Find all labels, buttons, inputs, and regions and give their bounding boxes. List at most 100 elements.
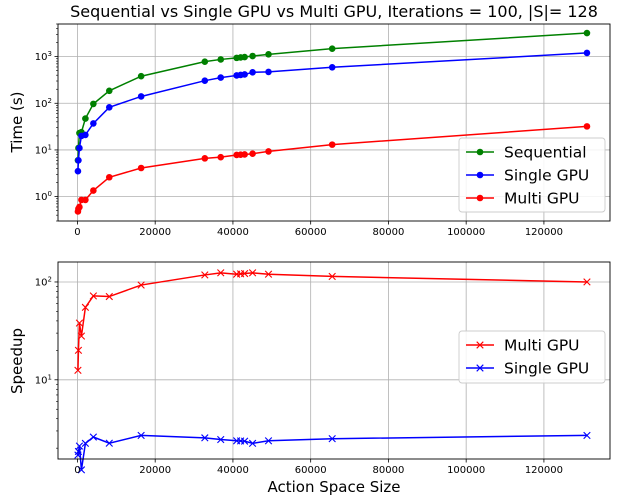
speedup-chart-legend-item: Multi GPU xyxy=(466,337,580,355)
speedup-chart-frame xyxy=(57,261,611,460)
time-chart-data-point xyxy=(90,187,97,194)
time-chart-data-point xyxy=(328,45,336,52)
time-chart-data-point xyxy=(328,141,336,148)
speedup-chart-data-point xyxy=(248,439,257,448)
speedup-chart-legend-label: Single GPU xyxy=(504,360,589,378)
speedup-chart-data-point xyxy=(583,431,591,440)
time-chart-data-point xyxy=(249,69,256,76)
speedup-chart-data-point xyxy=(77,466,86,474)
time-chart-data-point xyxy=(201,155,209,162)
time-chart: Sequential vs Single GPU vs Multi GPU, I… xyxy=(8,2,611,238)
time-chart-xtick-label: 60000 xyxy=(295,227,327,238)
speedup-chart-data-point xyxy=(201,271,209,279)
speedup-chart-series xyxy=(74,269,591,474)
time-chart-data-point xyxy=(249,150,256,158)
time-chart-data-point xyxy=(82,115,89,122)
time-chart-data-point xyxy=(328,64,336,71)
time-chart-data-point xyxy=(201,77,209,84)
speedup-chart-data-point xyxy=(77,332,86,340)
speedup-chart-data-point xyxy=(89,292,98,300)
time-chart-data-point xyxy=(583,123,591,130)
speedup-chart-data-point xyxy=(264,437,273,445)
time-chart-data-point xyxy=(90,100,97,108)
time-chart-data-point xyxy=(201,58,209,65)
time-chart-legend-label: Multi GPU xyxy=(504,190,580,208)
time-chart-data-point xyxy=(76,144,83,152)
speedup-chart-data-point xyxy=(328,435,336,443)
time-chart-legend-item: Multi GPU xyxy=(466,190,580,208)
time-chart-data-point xyxy=(241,151,248,158)
time-chart-xtick-label: 40000 xyxy=(217,227,249,238)
time-chart-data-point xyxy=(249,52,256,60)
speedup-chart-data-point xyxy=(137,431,145,440)
speedup-chart-xlabel: Action Space Size xyxy=(267,478,400,496)
time-chart-xtick-label: 20000 xyxy=(139,227,171,238)
speedup-chart-data-point xyxy=(264,270,273,278)
speedup-chart-ylabel: Speedup xyxy=(8,328,26,394)
time-chart-legend-box xyxy=(458,137,606,213)
speedup-chart-legend-item: Single GPU xyxy=(466,360,589,378)
speedup-chart-data-point xyxy=(217,435,225,444)
time-chart-xtick-label: 0 xyxy=(74,227,80,238)
time-chart-ylabel: Time (s) xyxy=(8,92,26,154)
speedup-chart-data-point xyxy=(240,437,249,445)
speedup-chart-data-point xyxy=(137,281,145,289)
time-chart-data-point xyxy=(90,120,97,127)
time-chart-data-point xyxy=(265,51,272,58)
speedup-chart-ticks: 0 20000 40000 60000 80000 100000 120000 101 102 xyxy=(35,275,563,476)
time-chart-data-point xyxy=(76,203,83,211)
time-chart-frame xyxy=(57,23,611,222)
time-chart-data-point xyxy=(137,164,145,172)
time-chart-legend-label: Single GPU xyxy=(504,167,589,185)
speedup-chart-data-point xyxy=(583,278,591,286)
speedup-chart-xtick-label: 20000 xyxy=(139,465,171,476)
time-chart-data-point xyxy=(217,153,225,161)
time-chart-xtick-label: 80000 xyxy=(373,227,405,238)
time-chart-ytick-label: 100 xyxy=(35,190,52,203)
time-chart-legend-item: Sequential xyxy=(466,144,587,162)
speedup-chart-data-point xyxy=(75,442,84,450)
speedup-chart-ytick-label: 102 xyxy=(35,275,52,288)
time-chart-legend: Sequential Single GPU Multi GPU xyxy=(458,137,606,213)
speedup-chart-data-point xyxy=(248,269,257,277)
speedup-chart-data-point xyxy=(81,303,90,312)
speedup-chart-xtick-label: 80000 xyxy=(373,465,405,476)
speedup-chart-xtick-label: 0 xyxy=(74,465,80,476)
speedup-chart-legend-label: Multi GPU xyxy=(504,337,580,355)
time-chart-title: Sequential vs Single GPU vs Multi GPU, I… xyxy=(70,2,598,21)
speedup-chart: Speedup Action Space Size 0 20000 40000 600… xyxy=(8,261,611,496)
time-chart-data-point xyxy=(583,49,591,57)
time-chart-data-point xyxy=(105,103,113,111)
time-chart-data-point xyxy=(265,148,272,155)
time-chart-xtick-label: 100000 xyxy=(447,227,485,238)
time-chart-data-point xyxy=(74,167,82,175)
speedup-chart-legend-box xyxy=(458,330,606,384)
speedup-chart-xtick-label: 100000 xyxy=(447,465,485,476)
time-chart-legend-label: Sequential xyxy=(504,144,587,162)
time-chart-ytick-label: 103 xyxy=(35,50,52,63)
time-chart-data-point xyxy=(217,74,225,81)
time-chart-data-point xyxy=(241,53,248,61)
speedup-chart-data-point xyxy=(217,269,225,277)
time-chart-data-point xyxy=(82,131,89,139)
speedup-chart-data-point xyxy=(74,366,82,375)
time-chart-data-point xyxy=(82,196,89,204)
speedup-chart-data-point xyxy=(105,292,113,301)
speedup-chart-data-point xyxy=(74,346,83,355)
time-chart-data-point xyxy=(75,156,82,164)
speedup-chart-xtick-label: 60000 xyxy=(295,465,327,476)
time-chart-data-point xyxy=(105,173,113,181)
time-chart-ytick-label: 101 xyxy=(35,143,52,156)
time-chart-series xyxy=(74,29,591,215)
speedup-chart-ytick-label: 101 xyxy=(35,373,52,386)
time-chart-data-point xyxy=(137,93,145,100)
speedup-chart-xtick-label: 40000 xyxy=(217,465,249,476)
time-chart-xtick-label: 120000 xyxy=(525,227,563,238)
time-chart-data-point xyxy=(241,71,248,78)
time-chart-ticks: 0 20000 40000 60000 80000 100000 120000 100 101 1… xyxy=(35,23,563,238)
time-chart-data-point xyxy=(583,29,591,37)
speedup-chart-legend: Multi GPU Single GPU xyxy=(458,330,606,384)
time-chart-data-point xyxy=(105,87,113,95)
